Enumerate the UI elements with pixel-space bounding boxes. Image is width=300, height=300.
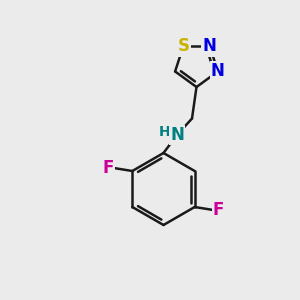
Text: F: F — [103, 159, 114, 177]
Text: H: H — [159, 125, 170, 139]
Text: N: N — [170, 126, 184, 144]
Text: F: F — [213, 201, 224, 219]
Text: N: N — [203, 37, 217, 55]
Text: N: N — [211, 62, 225, 80]
Text: S: S — [177, 37, 189, 55]
